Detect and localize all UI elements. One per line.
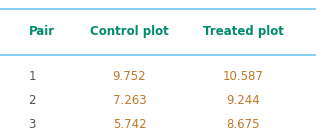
Text: 10.587: 10.587 [223, 70, 264, 83]
Text: Control plot: Control plot [90, 25, 169, 38]
Text: 3: 3 [28, 118, 36, 131]
Text: 8.675: 8.675 [227, 118, 260, 131]
Text: 7.263: 7.263 [113, 94, 146, 107]
Text: 9.244: 9.244 [227, 94, 260, 107]
Text: Pair: Pair [28, 25, 55, 38]
Text: 5.742: 5.742 [113, 118, 146, 131]
Text: 2: 2 [28, 94, 36, 107]
Text: 1: 1 [28, 70, 36, 83]
Text: 9.752: 9.752 [113, 70, 146, 83]
Text: Treated plot: Treated plot [203, 25, 284, 38]
